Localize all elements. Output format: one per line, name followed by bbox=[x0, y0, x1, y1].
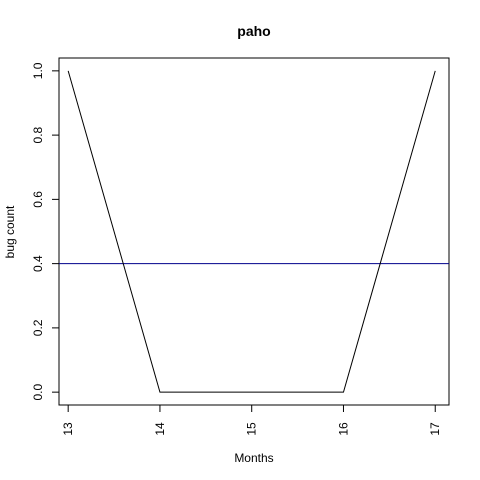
y-tick-label: 0.6 bbox=[31, 191, 45, 208]
y-tick-label: 1.0 bbox=[31, 62, 45, 79]
y-tick-label: 0.0 bbox=[31, 383, 45, 400]
x-tick-label: 14 bbox=[153, 422, 167, 436]
x-tick-label: 17 bbox=[428, 422, 442, 436]
x-tick-label: 16 bbox=[336, 422, 350, 436]
x-tick-label: 15 bbox=[245, 422, 259, 436]
x-axis: 13 14 15 16 17 bbox=[61, 404, 442, 436]
y-tick-label: 0.8 bbox=[31, 126, 45, 143]
series-line bbox=[67, 70, 436, 393]
x-tick-label: 13 bbox=[61, 422, 75, 436]
series-layer bbox=[67, 70, 436, 393]
y-tick-label: 0.2 bbox=[31, 319, 45, 336]
y-tick-label: 0.4 bbox=[31, 255, 45, 272]
y-axis: 0.0 0.2 0.4 0.6 0.8 1.0 bbox=[31, 62, 60, 400]
y-axis-label: bug count bbox=[3, 205, 17, 258]
chart-title: paho bbox=[237, 23, 270, 39]
x-axis-label: Months bbox=[234, 451, 273, 465]
